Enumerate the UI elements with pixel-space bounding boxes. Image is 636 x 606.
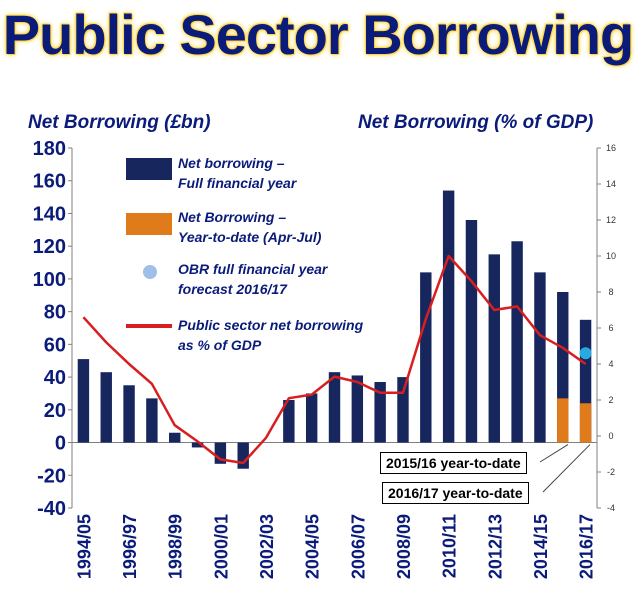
bar-full-year: [169, 432, 181, 443]
legend-label-forecast: OBR full financial year: [178, 261, 329, 277]
y2-tick-label: 2: [608, 395, 613, 405]
bar-full-year: [77, 359, 90, 443]
bar-full-year: [442, 190, 455, 443]
legend-label-ytd: Net Borrowing –: [178, 209, 286, 225]
bar-full-year: [351, 375, 364, 443]
x-tick-label: 2002/03: [257, 514, 277, 579]
annotation-2016-17: 2016/17 year-to-date: [382, 482, 529, 504]
y2-tick-label: 6: [608, 323, 613, 333]
bar-full-year: [534, 272, 546, 443]
legend-label-forecast-2: forecast 2016/17: [178, 281, 288, 297]
y-tick-label: 140: [33, 203, 66, 225]
legend-swatch-full-year: [126, 158, 172, 180]
bar-full-year: [214, 442, 227, 464]
bar-full-year: [328, 372, 341, 443]
y2-tick-label: -2: [607, 467, 615, 477]
y-tick-label: 120: [33, 236, 66, 258]
x-tick-label: 1998/99: [166, 514, 186, 579]
y2-tick-label: 4: [608, 359, 613, 369]
bar-full-year: [465, 220, 478, 443]
bar-full-year: [283, 400, 295, 443]
bar-full-year: [100, 372, 112, 443]
y-tick-label: 160: [33, 171, 66, 193]
bar-full-year: [579, 319, 592, 443]
bar-full-year: [488, 254, 500, 443]
x-tick-label: 2004/05: [303, 514, 323, 579]
bar-year-to-date: [579, 403, 592, 443]
bar-full-year: [420, 272, 432, 443]
y2-tick-label: 12: [606, 215, 616, 225]
y-tick-label: 180: [33, 138, 66, 160]
y2-tick-label: 10: [606, 251, 616, 261]
x-tick-label: 2006/07: [348, 514, 368, 579]
legend-label-ytd-2: Year-to-date (Apr-Jul): [178, 229, 322, 245]
bar-full-year: [397, 377, 409, 443]
x-tick-label: 2016/17: [577, 514, 597, 579]
legend-label-full-year: Net borrowing –: [178, 155, 285, 171]
bar-full-year: [557, 292, 569, 443]
x-tick-label: 2014/15: [531, 514, 551, 579]
annotation-pointer-2016-17: [542, 444, 591, 493]
y-tick-label: 80: [44, 302, 66, 324]
y-tick-label: 40: [44, 367, 66, 389]
left-axis-title: Net Borrowing (£bn): [28, 112, 211, 133]
forecast-point: [579, 347, 592, 360]
annotation-pointer-2015-16: [539, 444, 569, 463]
x-tick-label: 1996/97: [120, 514, 140, 579]
y-tick-label: 0: [55, 433, 66, 455]
bar-full-year: [511, 241, 523, 443]
y2-tick-label: 8: [608, 287, 613, 297]
y-tick-label: 100: [33, 269, 66, 291]
bar-year-to-date: [557, 398, 569, 443]
bar-full-year: [237, 442, 249, 469]
legend-swatch-ytd: [126, 213, 172, 235]
bar-full-year: [191, 442, 204, 448]
x-tick-label: 1994/05: [74, 514, 94, 579]
y2-tick-label: -4: [607, 503, 615, 513]
right-axis-title: Net Borrowing (% of GDP): [358, 112, 594, 133]
legend-label-line: Public sector net borrowing: [178, 317, 364, 333]
chart-title: Public Sector Borrowing: [2, 3, 634, 66]
y-tick-label: 20: [44, 400, 66, 422]
y2-tick-label: 16: [606, 143, 616, 153]
legend-label-full-year-2: Full financial year: [178, 175, 298, 191]
bar-full-year: [374, 382, 386, 443]
x-tick-label: 2010/11: [440, 514, 460, 578]
gdp-percent-line: [82, 254, 587, 465]
y2-tick-label: 0: [608, 431, 613, 441]
bar-full-year: [123, 385, 135, 443]
y-tick-label: -40: [37, 498, 66, 520]
bar-full-year: [146, 398, 158, 443]
y2-tick-label: 14: [606, 179, 616, 189]
bar-full-year: [305, 393, 318, 443]
x-tick-label: 2012/13: [485, 514, 505, 579]
legend-swatch-forecast: [143, 265, 157, 279]
x-tick-label: 2008/09: [394, 514, 414, 579]
x-tick-label: 2000/01: [211, 514, 231, 579]
y-tick-label: 60: [44, 334, 66, 356]
y-tick-label: -20: [37, 465, 66, 487]
annotation-2015-16: 2015/16 year-to-date: [380, 452, 527, 474]
legend-label-line-2: as % of GDP: [178, 337, 262, 353]
